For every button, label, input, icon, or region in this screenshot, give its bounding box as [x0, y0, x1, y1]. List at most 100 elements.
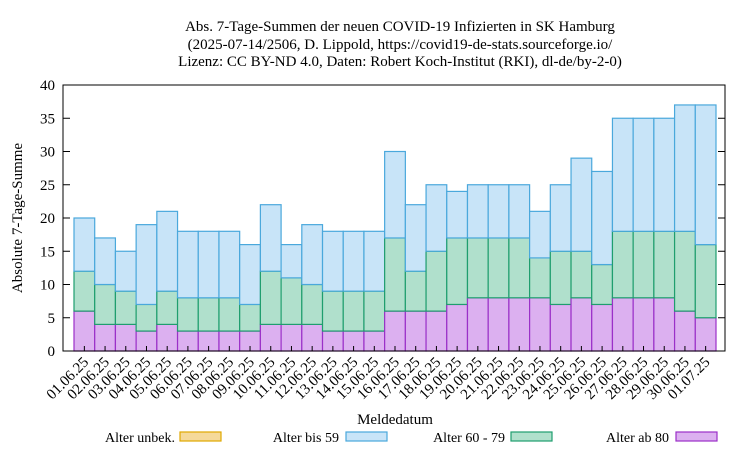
y-axis-label: Absolute 7-Tage-Summe [10, 143, 26, 294]
bar-alter-60-79-7 [218, 297, 241, 332]
bar-alter-bis-59-18 [446, 190, 469, 239]
bar-alter-60-79-20 [487, 237, 510, 299]
bar-alter-bis-59-28 [653, 117, 676, 232]
bar-alter-bis-59-17 [425, 184, 448, 252]
bar-alter-ab-80-27 [632, 297, 655, 352]
bar-alter-60-79-17 [425, 250, 448, 312]
bar-alter-bis-59-15 [384, 150, 406, 239]
y-tick-label-0: 0 [48, 344, 56, 360]
bar-alter-60-79-28 [653, 230, 676, 299]
bar-alter-60-79-16 [404, 270, 427, 312]
legend-label-alter-bis-59: Alter bis 59 [273, 431, 339, 446]
bar-alter-bis-59-6 [197, 230, 220, 299]
bar-alter-ab-80-24 [570, 297, 593, 352]
bar-alter-ab-80-16 [404, 310, 427, 352]
bar-alter-ab-80-23 [549, 303, 572, 352]
bar-alter-bis-59-25 [591, 170, 614, 266]
bar-alter-bis-59-24 [570, 157, 593, 252]
bar-alter-60-79-25 [591, 263, 614, 306]
bar-alter-bis-59-20 [487, 184, 510, 239]
bar-alter-bis-59-2 [114, 250, 137, 292]
bar-alter-bis-59-8 [239, 244, 261, 306]
bar-alter-60-79-1 [94, 283, 117, 326]
bar-alter-ab-80-0 [73, 310, 96, 352]
chart-title-line-3: Lizenz: CC BY-ND 4.0, Daten: Robert Koch… [178, 54, 622, 70]
bar-alter-bis-59-27 [632, 117, 655, 232]
y-tick-label-20: 20 [40, 211, 55, 227]
bar-alter-bis-59-23 [549, 184, 572, 252]
bar-alter-60-79-5 [176, 297, 199, 332]
bar-alter-60-79-21 [508, 237, 531, 299]
y-tick-label-40: 40 [40, 78, 55, 94]
bar-alter-60-79-13 [342, 290, 365, 332]
bar-alter-60-79-0 [73, 270, 96, 312]
bar-alter-ab-80-28 [653, 297, 676, 352]
bar-alter-bis-59-3 [135, 224, 158, 306]
bar-alter-ab-80-22 [529, 297, 551, 352]
bar-alter-60-79-4 [156, 290, 179, 325]
y-tick-label-25: 25 [40, 178, 55, 194]
bar-alter-ab-80-26 [611, 297, 634, 352]
y-tick-label-35: 35 [40, 111, 55, 127]
bar-alter-bis-59-11 [301, 224, 324, 286]
bar-alter-bis-59-26 [611, 117, 634, 232]
bar-alter-bis-59-10 [280, 244, 303, 279]
bar-alter-60-79-3 [135, 303, 158, 332]
legend-label-alter-ab-80: Alter ab 80 [606, 431, 669, 446]
x-axis-label: Meldedatum [357, 412, 433, 428]
bar-alter-bis-59-7 [218, 230, 241, 299]
bar-alter-60-79-18 [446, 237, 469, 306]
bar-alter-bis-59-14 [363, 230, 386, 292]
bar-alter-bis-59-16 [404, 204, 427, 272]
bar-alter-60-79-24 [570, 250, 593, 299]
bar-alter-ab-80-15 [384, 310, 406, 352]
bars-group [73, 104, 717, 352]
bar-alter-ab-80-17 [425, 310, 448, 352]
bar-alter-ab-80-20 [487, 297, 510, 352]
bar-alter-60-79-10 [280, 277, 303, 326]
legend-swatch-alter-ab-80 [675, 431, 718, 442]
bar-alter-60-79-19 [466, 237, 489, 299]
bar-alter-60-79-11 [301, 283, 324, 326]
bar-alter-60-79-9 [259, 270, 282, 326]
bar-alter-60-79-14 [363, 290, 386, 332]
bar-alter-60-79-27 [632, 230, 655, 299]
bar-alter-ab-80-18 [446, 303, 469, 352]
bar-alter-bis-59-30 [694, 104, 717, 246]
bar-alter-60-79-23 [549, 250, 572, 306]
legend-swatch-alter-unbek- [179, 431, 222, 442]
y-tick-label-5: 5 [48, 311, 56, 327]
y-tick-label-15: 15 [40, 244, 55, 260]
bar-alter-bis-59-9 [259, 204, 282, 272]
bar-alter-ab-80-25 [591, 303, 614, 352]
bar-alter-60-79-8 [239, 303, 261, 332]
bar-alter-bis-59-1 [94, 237, 117, 286]
bar-alter-60-79-22 [529, 257, 551, 299]
bar-alter-ab-80-19 [466, 297, 489, 352]
legend-swatch-alter-60-79 [510, 431, 553, 442]
bar-alter-60-79-29 [673, 230, 696, 312]
legend: Alter unbek. Alter bis 59 Alter 60 - 79 Alt… [105, 431, 718, 446]
chart-title: Abs. 7-Tage-Summen der neuen COVID-19 In… [178, 19, 622, 70]
y-tick-label-30: 30 [40, 145, 55, 161]
bar-alter-bis-59-21 [508, 184, 531, 239]
bar-alter-60-79-2 [114, 290, 137, 325]
bar-alter-bis-59-22 [529, 210, 551, 259]
bar-alter-60-79-30 [694, 244, 717, 319]
chart-title-line-2: (2025-07-14/2506, D. Lippold, https://co… [188, 37, 613, 53]
chart-title-line-1: Abs. 7-Tage-Summen der neuen COVID-19 In… [185, 19, 615, 35]
bar-alter-bis-59-29 [673, 104, 696, 232]
bar-alter-60-79-26 [611, 230, 634, 299]
bar-alter-60-79-6 [197, 297, 220, 332]
bar-alter-60-79-12 [321, 290, 344, 332]
bar-alter-bis-59-19 [466, 184, 489, 239]
bar-alter-ab-80-21 [508, 297, 531, 352]
bar-alter-60-79-15 [384, 237, 406, 312]
bar-alter-bis-59-4 [156, 210, 179, 292]
legend-label-alter-60-79: Alter 60 - 79 [433, 431, 505, 446]
bar-alter-bis-59-5 [176, 230, 199, 299]
legend-label-alter-unbek-: Alter unbek. [105, 431, 175, 446]
legend-swatch-alter-bis-59 [345, 431, 388, 442]
bar-alter-bis-59-13 [342, 230, 365, 292]
